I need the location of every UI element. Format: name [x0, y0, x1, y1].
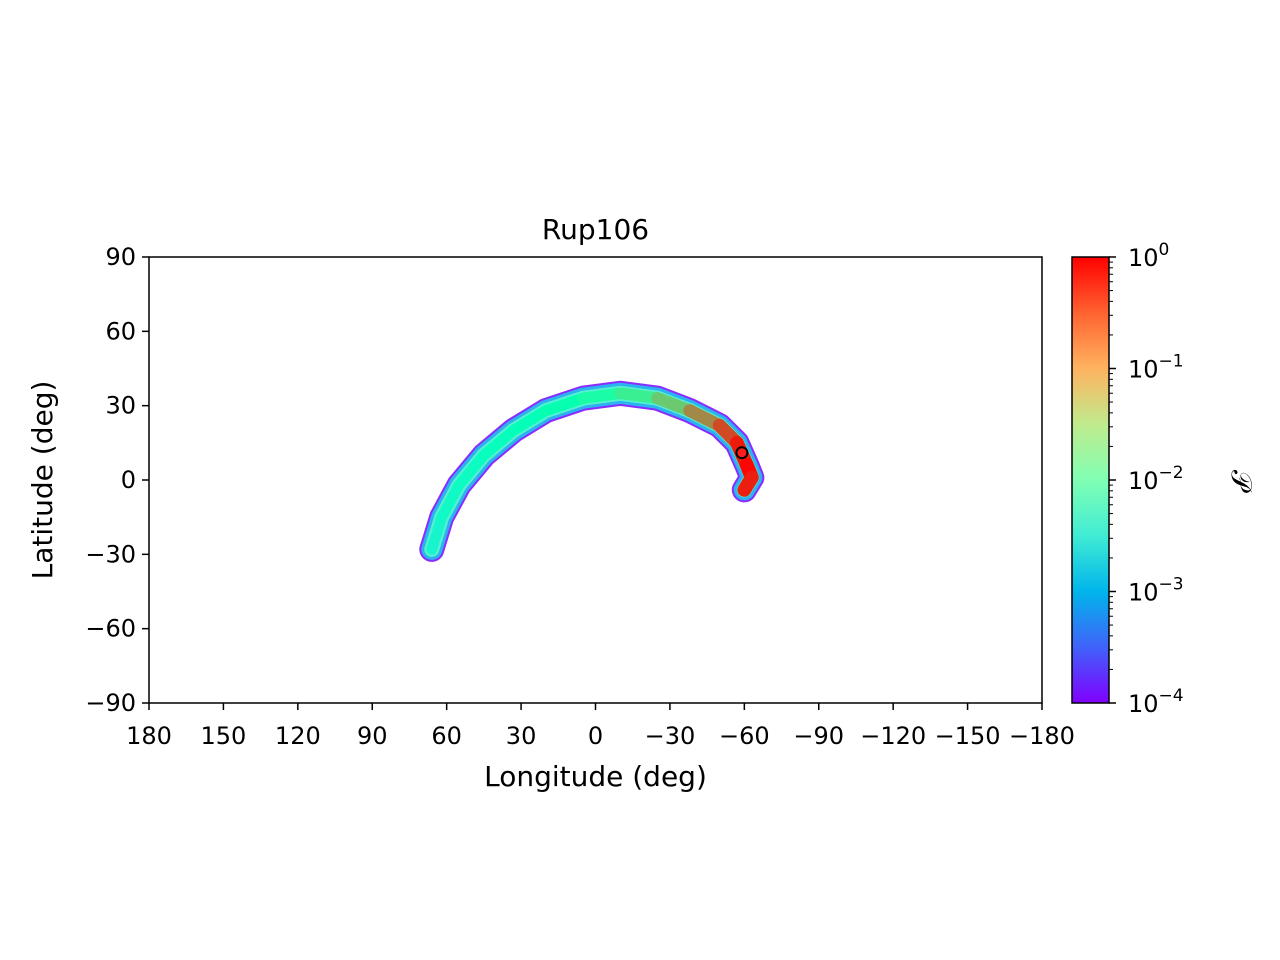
stream-core-segment	[614, 387, 664, 405]
y-ticks: 90 60 30 0 −30 −60 −90	[85, 243, 149, 717]
colorbar-ticks: 100 10−1 10−2 10−3 10−4	[1109, 240, 1184, 718]
x-tick-label: −120	[860, 722, 926, 750]
x-tick-label: −60	[719, 722, 770, 750]
stream-core-segment	[577, 387, 626, 404]
stream-density-layer	[419, 380, 765, 562]
y-tick-label: 60	[105, 317, 136, 345]
x-ticks: 180 150 120 90 60 30 0 −30 −60 −90 −120 −150 −180	[126, 703, 1075, 750]
colorbar-tick-label: 10−1	[1128, 352, 1184, 384]
y-tick-label: 30	[105, 392, 136, 420]
y-tick-label: −60	[85, 615, 136, 643]
x-tick-label: 90	[357, 722, 388, 750]
cluster-position-marker	[735, 446, 749, 460]
y-axis-label: Latitude (deg)	[26, 381, 59, 580]
x-tick-label: 150	[201, 722, 247, 750]
x-tick-label: 0	[588, 722, 603, 750]
colorbar-label: 𝒫	[1225, 470, 1258, 494]
colorbar-tick-label: 100	[1128, 240, 1169, 272]
stream-core-segment	[540, 392, 589, 417]
colorbar-tick-label: 10−4	[1128, 686, 1184, 718]
x-tick-label: 30	[506, 722, 537, 750]
stream-core-segment	[453, 449, 490, 491]
colorbar-tick-label: 10−2	[1128, 463, 1184, 495]
x-axis-label: Longitude (deg)	[484, 760, 707, 793]
x-tick-label: 60	[431, 722, 462, 750]
colorbar	[1071, 256, 1110, 704]
stream-core-segment	[436, 479, 465, 523]
x-tick-label: −150	[935, 722, 1001, 750]
stream-core-segment	[508, 405, 552, 436]
chart-title: Rup106	[542, 213, 649, 246]
x-tick-label: 120	[275, 722, 321, 750]
stream-core-segment	[478, 424, 520, 461]
stream-core-segment	[426, 511, 447, 555]
y-tick-label: −90	[85, 689, 136, 717]
colorbar-tick-label: 10−3	[1128, 575, 1184, 607]
x-tick-label: −180	[1009, 722, 1075, 750]
y-tick-label: 90	[105, 243, 136, 271]
plot-frame	[148, 256, 1043, 704]
y-tick-label: −30	[85, 540, 136, 568]
x-tick-label: 180	[126, 722, 172, 750]
stream-core-segment	[737, 470, 759, 497]
cluster-marker-layer	[735, 446, 749, 460]
y-tick-label: 0	[121, 466, 136, 494]
x-tick-label: −30	[645, 722, 696, 750]
x-tick-label: −90	[793, 722, 844, 750]
